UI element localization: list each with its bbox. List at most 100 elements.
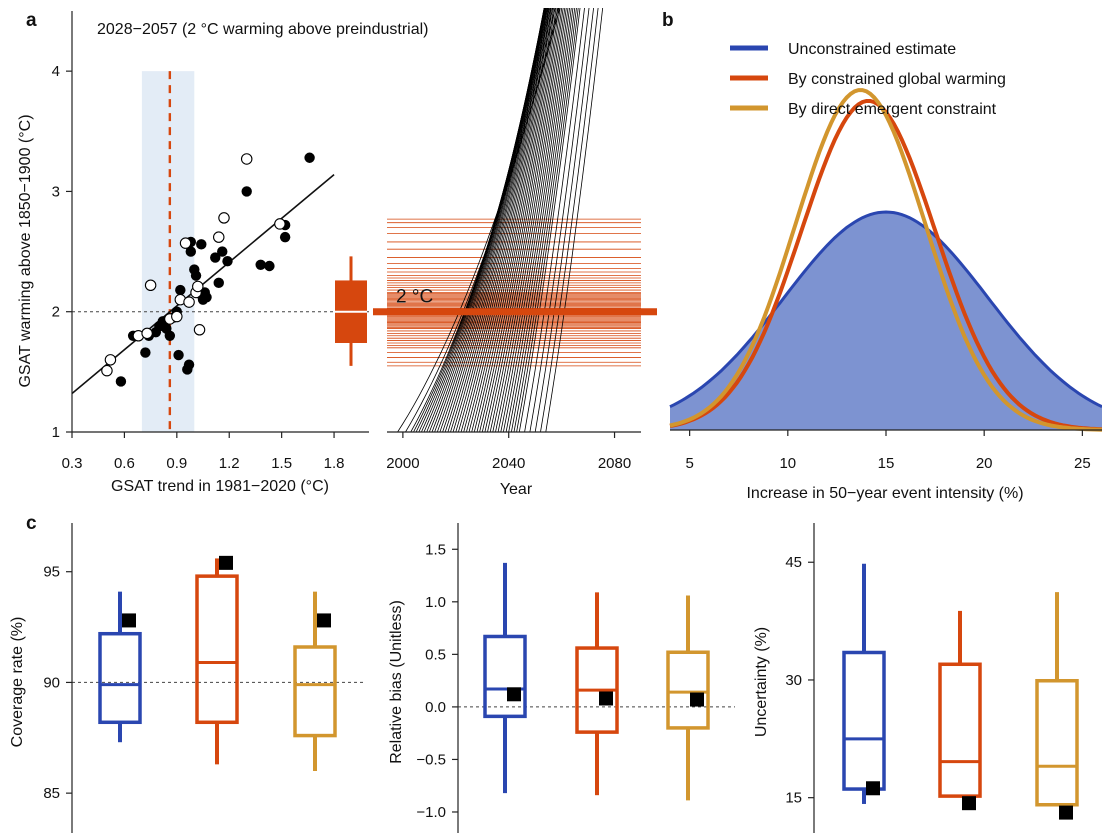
panel-b-xtick-label: 25 (1074, 455, 1091, 472)
scatter-point-open (101, 364, 113, 377)
scatter-point-filled (217, 246, 228, 257)
scatter-point-filled (190, 270, 202, 281)
warming-trajectory-line (513, 8, 577, 432)
panel-a-xlabel: GSAT trend in 1981−2020 (°C) (111, 478, 329, 495)
c-coverage-marker (317, 613, 331, 628)
panel-a-time-xtick-label: 2000 (386, 455, 419, 472)
scatter-point-open (240, 153, 253, 165)
scatter-point-open (144, 279, 157, 292)
c-coverage-ytick-label: 90 (43, 674, 60, 691)
c-unc-ytick-label: 30 (785, 672, 802, 689)
panel-a-xtick-label: 0.9 (166, 455, 187, 472)
scatter-point-open (193, 324, 206, 336)
c-unc-ytick-label: 15 (785, 790, 802, 807)
warming-trajectory-line (524, 8, 585, 432)
c-bias-ytick-label: 0.5 (425, 646, 446, 663)
warming-trajectory-line (489, 8, 563, 432)
c-bias-ytick-label: 1.5 (425, 541, 446, 558)
c-unc-ytick-label: 45 (785, 554, 802, 571)
warming-trajectory-line (516, 8, 579, 432)
threshold-2c-label: 2 °C (396, 287, 433, 308)
scatter-point-open (274, 218, 286, 230)
scatter-point-filled (222, 255, 233, 267)
scatter-point-filled (201, 292, 212, 303)
scatter-point-filled (175, 284, 186, 296)
warming-trajectory-line (473, 8, 554, 432)
scatter-point-filled (255, 259, 266, 271)
panel-a-ytick-label: 1 (52, 424, 60, 441)
warming-trajectory-line (497, 8, 567, 432)
legend-label-3: By direct emergent constraint (788, 101, 997, 118)
panel-a-ytick-label: 4 (52, 63, 60, 80)
c-coverage-marker (122, 613, 136, 628)
c-bias-box (666, 650, 710, 730)
c-unc-box (938, 662, 982, 798)
warming-trajectory-line (503, 8, 570, 432)
warming-trajectory-line (529, 8, 590, 432)
warming-trajectory-line (545, 8, 604, 432)
panel-b-xtick-label: 20 (976, 455, 993, 472)
panel-letter-b: b (662, 10, 674, 31)
warming-trajectory-line (505, 8, 572, 432)
unconstrained-density-fill (670, 212, 1102, 430)
legend-label-2: By constrained global warming (788, 71, 1006, 88)
scatter-point-open (218, 212, 230, 224)
warming-trajectory-line (455, 8, 548, 432)
warming-trajectory-line (397, 8, 561, 432)
warming-trajectory-line (511, 8, 576, 432)
c-coverage-box (195, 574, 239, 725)
warming-trajectory-line (540, 8, 599, 432)
warming-trajectory-line (436, 8, 545, 432)
panel-a-time-plot-area (387, 8, 641, 432)
panel-a-boxplot (335, 256, 367, 366)
warming-trajectory-line (484, 8, 560, 432)
scatter-point-filled (185, 246, 196, 257)
scatter-point-filled (304, 152, 315, 163)
warming-trajectory-line (468, 8, 552, 432)
panel-a-time-xtick-label: 2080 (598, 455, 631, 472)
warming-trajectory-line (508, 8, 574, 432)
scatter-point-filled (173, 349, 184, 361)
panel-a-xtick-label: 0.6 (114, 455, 135, 472)
warming-trajectory-line (447, 8, 546, 432)
panel-a-xtick-label: 1.8 (324, 455, 345, 472)
c-bias-marker (690, 692, 704, 707)
warming-trajectory-line (450, 8, 546, 432)
panel-c-coverage: Coverage rate (%) 85 90 95 (9, 523, 365, 833)
scatter-point-open (183, 296, 195, 308)
warming-trajectory-line (442, 8, 545, 432)
warming-trajectory-line (466, 8, 551, 432)
panel-a-xtick-label: 1.5 (271, 455, 292, 472)
c-bias-marker (507, 687, 521, 702)
legend-label-1: Unconstrained estimate (788, 41, 956, 58)
panel-c-coverage-ylabel: Coverage rate (%) (9, 617, 26, 748)
warming-trajectory-line (492, 8, 564, 432)
warming-trajectory-line (518, 8, 581, 432)
panel-a-time-xlabel: Year (500, 481, 533, 498)
panel-b-density: Increase in 50−year event intensity (%) … (669, 41, 1102, 502)
c-bias-ytick-label: 0.0 (425, 699, 446, 716)
c-coverage-marker (219, 555, 233, 570)
warming-trajectory-line (444, 8, 546, 432)
scatter-point-filled (115, 376, 127, 387)
panel-c-uncertainty: Uncertainty (%) 15 30 45 (753, 523, 1079, 833)
panel-b-xtick-label: 5 (685, 455, 693, 472)
panel-a-scatter: 2028−2057 (2 °C warming above preindustr… (17, 11, 428, 495)
scatter-point-open (192, 280, 204, 293)
c-bias-ytick-label: −1.0 (416, 804, 446, 821)
warming-trajectory-line (479, 8, 557, 432)
scatter-point-filled (264, 260, 275, 272)
panel-a-ytick-label: 2 (52, 304, 60, 321)
scatter-point-filled (196, 239, 207, 250)
c-coverage-ytick-label: 85 (43, 785, 60, 802)
warming-trajectory-line (452, 8, 547, 432)
warming-trajectory-line (458, 8, 548, 432)
panel-c-uncertainty-ylabel: Uncertainty (%) (753, 627, 770, 737)
panel-b-xtick-label: 10 (779, 455, 796, 472)
panel-a-xtick-label: 0.3 (62, 455, 83, 472)
warming-trajectory-line (487, 8, 561, 432)
scatter-point-filled (213, 277, 224, 289)
panel-b-xtick-label: 15 (878, 455, 895, 472)
panel-c-bias-ylabel: Relative bias (Unitless) (388, 600, 405, 764)
